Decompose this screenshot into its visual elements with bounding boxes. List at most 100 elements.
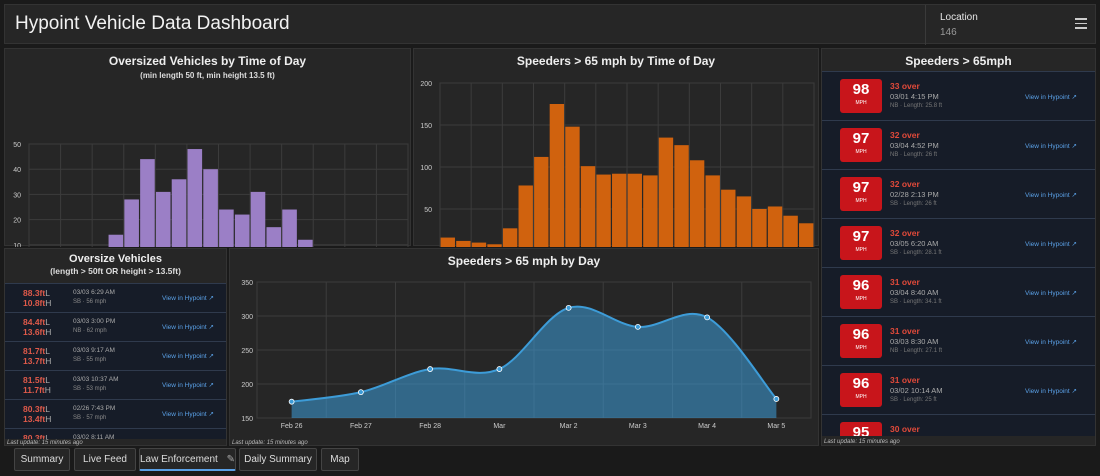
view-in-hypoint-link[interactable]: View in Hypoint ↗ bbox=[1025, 143, 1077, 150]
speeder-list-item[interactable]: 98 MPH 33 over 03/01 4:15 PM NB · Length: 25… bbox=[822, 72, 1095, 121]
view-in-hypoint-link[interactable]: View in Hypoint ↗ bbox=[162, 411, 214, 418]
view-in-hypoint-link[interactable]: View in Hypoint ↗ bbox=[162, 324, 214, 331]
speeders-day-point bbox=[427, 366, 434, 372]
view-in-hypoint-link[interactable]: View in Hypoint ↗ bbox=[1025, 192, 1077, 199]
speeders-tod-bar bbox=[783, 215, 798, 247]
vehicle-length: 80.3ftL bbox=[23, 404, 50, 414]
oversized-chart-title: Oversized Vehicles by Time of Day bbox=[108, 54, 307, 68]
speeder-date: 03/01 4:15 PM bbox=[890, 92, 939, 101]
speeders-day-point bbox=[634, 323, 641, 330]
speeders-day-xtick-label: Feb 27 bbox=[350, 423, 372, 430]
view-in-hypoint-link[interactable]: View in Hypoint ↗ bbox=[162, 382, 214, 389]
speeders-tod-bar-chart: 05010015020012 AM2 AM4 AM6 AM8 AM10 AM12… bbox=[420, 81, 815, 247]
speeders-tod-bar bbox=[518, 185, 533, 247]
speeders-tod-panel: Speeders > 65 mph by Time of Day 0501001… bbox=[413, 48, 819, 247]
hamburger-menu-icon[interactable] bbox=[1073, 15, 1089, 33]
speeders-list-panel: Speeders > 65mph 98 MPH 33 over 03/01 4:15 … bbox=[821, 48, 1096, 446]
vehicle-direction-speed: NB · 62 mph bbox=[73, 328, 107, 334]
oversize-list-item[interactable]: 88.3ftL 10.8ftH 03/03 6:29 AM SB · 56 mph Vi… bbox=[5, 284, 226, 313]
speeders-tod-bar bbox=[767, 206, 783, 247]
speeder-date: 03/04 4:52 PM bbox=[890, 141, 939, 150]
speeders-tod-ytick-label: 50 bbox=[424, 207, 432, 214]
vehicle-height: 13.7ftH bbox=[23, 356, 52, 366]
speeders-day-panel: Speeders > 65 mph by Day 150 200 250 300 350… bbox=[229, 248, 819, 446]
over-limit: 32 over bbox=[890, 130, 920, 140]
speed-badge: 98 MPH bbox=[840, 79, 882, 113]
view-in-hypoint-link[interactable]: View in Hypoint ↗ bbox=[1025, 94, 1077, 101]
oversize-list-item[interactable]: 80.3ftL 13.4ftH 02/26 7:43 PM SB · 57 mph Vi… bbox=[5, 400, 226, 429]
view-in-hypoint-link[interactable]: View in Hypoint ↗ bbox=[1025, 290, 1077, 297]
oversized-ytick-label: 40 bbox=[13, 167, 21, 174]
speeder-date: 03/05 6:20 AM bbox=[890, 239, 939, 248]
speeders-day-xtick-label: Mar bbox=[493, 423, 506, 430]
speed-badge: 97 MPH bbox=[840, 226, 882, 260]
page-title: Hypoint Vehicle Data Dashboard bbox=[15, 13, 290, 34]
vehicle-length: 80.3ftL bbox=[23, 433, 50, 439]
edit-pencil-icon[interactable]: ✎ bbox=[226, 454, 235, 465]
tab-law-enforcement[interactable]: Law Enforcement ✎ bbox=[139, 448, 236, 471]
speeders-tod-bar bbox=[487, 244, 502, 247]
speeders-day-point bbox=[704, 314, 711, 321]
speeder-list-item[interactable]: 97 MPH 32 over 02/28 2:13 PM SB · Length: 26… bbox=[822, 170, 1095, 219]
tab-summary[interactable]: Summary bbox=[14, 448, 70, 471]
vehicle-direction-speed: SB · 55 mph bbox=[73, 357, 107, 363]
oversized-bar bbox=[187, 149, 203, 247]
location-label: Location bbox=[940, 12, 978, 23]
vehicle-date: 02/26 7:43 PM bbox=[73, 405, 116, 412]
oversized-chart-panel: Oversized Vehicles by Time of Day (min l… bbox=[4, 48, 411, 247]
speeders-tod-ytick-label: 200 bbox=[420, 81, 432, 88]
oversize-list-item[interactable]: 84.4ftL 13.6ftH 03/03 3:00 PM NB · 62 mph Vi… bbox=[5, 313, 226, 342]
oversized-ytick-label: 10 bbox=[13, 243, 21, 247]
tab-map[interactable]: Map bbox=[321, 448, 359, 471]
speeder-info: SB · Length: 28.1 ft bbox=[890, 250, 942, 256]
speeder-list-item[interactable]: 96 MPH 31 over 03/04 8:40 AM SB · Length: 34… bbox=[822, 268, 1095, 317]
location-value: 146 bbox=[940, 27, 957, 38]
speeders-tod-bar bbox=[580, 166, 596, 247]
oversized-bar bbox=[219, 209, 234, 247]
tab-daily-summary[interactable]: Daily Summary bbox=[239, 448, 317, 471]
speeders-tod-bar bbox=[627, 173, 642, 247]
speeders-tod-bar bbox=[689, 160, 705, 247]
speeder-list-item[interactable]: 97 MPH 32 over 03/05 6:20 AM SB · Length: 28… bbox=[822, 219, 1095, 268]
oversize-list[interactable]: 88.3ftL 10.8ftH 03/03 6:29 AM SB · 56 mph Vi… bbox=[5, 283, 226, 439]
speeders-day-point bbox=[773, 396, 780, 402]
oversized-bar bbox=[108, 234, 124, 247]
location-selector[interactable]: Location 146 bbox=[925, 5, 1065, 45]
speeders-day-xtick-label: Mar 3 bbox=[629, 423, 647, 430]
speeders-tod-bar bbox=[549, 104, 565, 247]
speeders-tod-bar bbox=[471, 242, 487, 247]
view-in-hypoint-link[interactable]: View in Hypoint ↗ bbox=[162, 295, 214, 302]
view-in-hypoint-link[interactable]: View in Hypoint ↗ bbox=[1025, 339, 1077, 346]
speeder-info: NB · Length: 25.8 ft bbox=[890, 103, 943, 109]
view-in-hypoint-link[interactable]: View in Hypoint ↗ bbox=[162, 353, 214, 360]
speeder-list-item[interactable]: 96 MPH 31 over 03/03 8:30 AM NB · Length: 27… bbox=[822, 317, 1095, 366]
vehicle-length: 84.4ftL bbox=[23, 317, 50, 327]
speeder-list-item[interactable]: 97 MPH 32 over 03/04 4:52 PM NB · Length: 26… bbox=[822, 121, 1095, 170]
speeders-day-xtick-label: Mar 2 bbox=[560, 423, 578, 430]
speed-badge: 96 MPH bbox=[840, 275, 882, 309]
speeders-last-update: Last update: 15 minutes ago bbox=[824, 439, 900, 445]
speeder-date: 03/04 8:40 AM bbox=[890, 288, 939, 297]
vehicle-direction-speed: SB · 56 mph bbox=[73, 299, 107, 305]
view-in-hypoint-link[interactable]: View in Hypoint ↗ bbox=[1025, 388, 1077, 395]
oversize-list-item[interactable]: 81.5ftL 11.7ftH 03/03 10:37 AM SB · 53 mph V… bbox=[5, 371, 226, 400]
speeders-list[interactable]: 98 MPH 33 over 03/01 4:15 PM NB · Length: 25… bbox=[822, 71, 1095, 436]
over-limit: 30 over bbox=[890, 424, 920, 434]
oversized-bar bbox=[250, 191, 266, 247]
speeders-day-last-update: Last update: 15 minutes ago bbox=[232, 440, 308, 446]
speeder-list-item[interactable]: 96 MPH 31 over 03/02 10:14 AM SB · Length: 2… bbox=[822, 366, 1095, 415]
vehicle-length: 88.3ftL bbox=[23, 288, 50, 298]
speeders-tod-bar bbox=[565, 126, 580, 247]
speeders-day-ytick-label: 300 bbox=[241, 314, 253, 321]
speeders-day-xtick-label: Mar 5 bbox=[767, 423, 785, 430]
speed-badge: 97 MPH bbox=[840, 128, 882, 162]
view-in-hypoint-link[interactable]: View in Hypoint ↗ bbox=[1025, 241, 1077, 248]
speeders-day-area-chart: 150 200 250 300 350 Feb 26 Feb 27 Feb 28 Mar Mar … bbox=[241, 280, 812, 430]
speeders-tod-bar bbox=[456, 240, 471, 247]
tab-live-feed[interactable]: Live Feed bbox=[74, 448, 136, 471]
speeder-date: 02/28 2:13 PM bbox=[890, 190, 939, 199]
speeders-day-ytick-label: 200 bbox=[241, 382, 253, 389]
oversize-list-item[interactable]: 81.7ftL 13.7ftH 03/03 9:17 AM SB · 55 mph Vi… bbox=[5, 342, 226, 371]
